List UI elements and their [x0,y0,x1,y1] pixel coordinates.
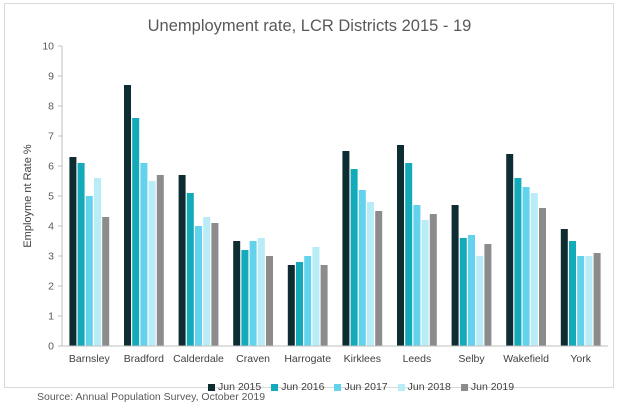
bar-calderdale-jun-2018 [203,217,211,346]
legend-item: Jun 2017 [334,381,388,393]
y-tick-label: 4 [48,221,54,233]
y-tick-label: 5 [48,191,54,203]
bar-barnsley-jun-2017 [85,196,93,346]
bar-barnsley-jun-2015 [69,157,77,346]
bar-wakefield-jun-2016 [514,178,522,346]
x-axis-labels: Barnsley Bradford Calderdale Craven Harrogat… [69,353,592,365]
bar-craven-jun-2016 [241,250,249,346]
y-tick-label: 9 [48,71,54,83]
bar-kirklees-jun-2015 [342,151,350,346]
x-tick-label: Kirklees [344,353,381,365]
bar-selby-jun-2019 [484,244,492,346]
legend-swatch [334,383,342,391]
x-tick-label: Leeds [403,353,432,365]
bar-york-jun-2017 [577,256,585,346]
legend-item: Jun 2019 [460,381,515,393]
y-tick-label: 6 [48,161,54,173]
x-tick-label: Harrogate [284,353,331,365]
bar-selby-jun-2015 [451,205,459,346]
bars-group [69,85,601,346]
source-note: Source: Annual Population Survey, Octobe… [37,391,266,403]
x-tick-label: York [570,353,591,365]
bar-barnsley-jun-2018 [94,178,101,346]
legend-label: Jun 2016 [281,381,325,393]
bar-kirklees-jun-2019 [375,211,383,346]
chart-title: Unemployment rate, LCR Districts 2015 - … [147,17,472,35]
x-tick-label: Craven [236,353,270,365]
bar-barnsley-jun-2019 [102,217,110,346]
bar-harrogate-jun-2016 [296,262,303,346]
bar-selby-jun-2017 [468,235,475,346]
bar-bradford-jun-2017 [140,163,148,346]
bar-calderdale-jun-2015 [178,175,186,346]
bar-leeds-jun-2015 [397,145,404,346]
bar-calderdale-jun-2019 [211,223,219,346]
bar-calderdale-jun-2016 [186,193,194,346]
y-tick-label: 1 [48,311,54,323]
y-tick-label: 10 [42,41,54,53]
bar-york-jun-2018 [585,256,593,346]
bar-leeds-jun-2016 [405,163,413,346]
bar-leeds-jun-2018 [421,220,429,346]
legend-item: Jun 2015 [208,381,261,393]
x-tick-label: Selby [458,353,485,365]
y-tick-label: 3 [48,251,54,263]
legend-swatch [271,383,279,391]
bar-kirklees-jun-2018 [367,202,374,346]
bar-york-jun-2015 [560,229,568,346]
bar-bradford-jun-2018 [148,181,156,346]
bar-craven-jun-2018 [257,238,265,346]
bar-leeds-jun-2019 [429,214,437,346]
y-axis-ticks: 0 1 2 3 4 5 6 7 8 9 10 [42,41,63,353]
bar-harrogate-jun-2015 [287,265,295,346]
bar-wakefield-jun-2015 [506,154,514,346]
bar-selby-jun-2018 [476,256,484,346]
y-tick-label: 8 [48,101,54,113]
legend-item: Jun 2016 [271,381,324,393]
x-tick-label: Wakefield [503,353,549,365]
bar-calderdale-jun-2017 [195,226,202,346]
legend-swatch [397,383,405,391]
bar-wakefield-jun-2017 [522,187,530,346]
legend-swatch [208,383,215,391]
y-axis-label: Employme nt Rate % [22,144,34,248]
bar-craven-jun-2017 [249,241,257,346]
bar-wakefield-jun-2019 [539,208,546,346]
y-tick-label: 2 [48,281,54,293]
bar-selby-jun-2016 [459,238,467,346]
bar-harrogate-jun-2019 [320,265,328,346]
legend-item: Jun 2018 [397,381,451,393]
bar-barnsley-jun-2016 [77,163,85,346]
bar-wakefield-jun-2018 [530,193,538,346]
bar-harrogate-jun-2018 [312,247,320,346]
bar-craven-jun-2015 [233,241,241,346]
legend: Jun 2015 Jun 2016 Jun 2017 Jun 2018 Jun 2019 [208,381,514,393]
legend-swatch [460,383,468,391]
bar-kirklees-jun-2017 [358,190,366,346]
bar-leeds-jun-2017 [413,205,421,346]
bar-york-jun-2016 [569,241,576,346]
bar-craven-jun-2019 [266,256,273,346]
legend-label: Jun 2017 [344,381,388,393]
bar-bradford-jun-2019 [156,175,164,346]
bar-bradford-jun-2016 [132,118,140,346]
legend-label: Jun 2018 [407,381,451,393]
legend-label: Jun 2015 [218,381,262,393]
bar-york-jun-2019 [593,253,601,346]
y-tick-label: 0 [48,341,54,353]
x-tick-label: Calderdale [173,353,224,365]
x-tick-label: Barnsley [69,353,111,365]
bar-kirklees-jun-2016 [350,169,358,346]
bar-bradford-jun-2015 [124,85,131,346]
y-tick-label: 7 [48,131,54,143]
legend-label: Jun 2019 [470,381,515,393]
x-tick-label: Bradford [124,353,164,365]
bar-harrogate-jun-2017 [304,256,312,346]
